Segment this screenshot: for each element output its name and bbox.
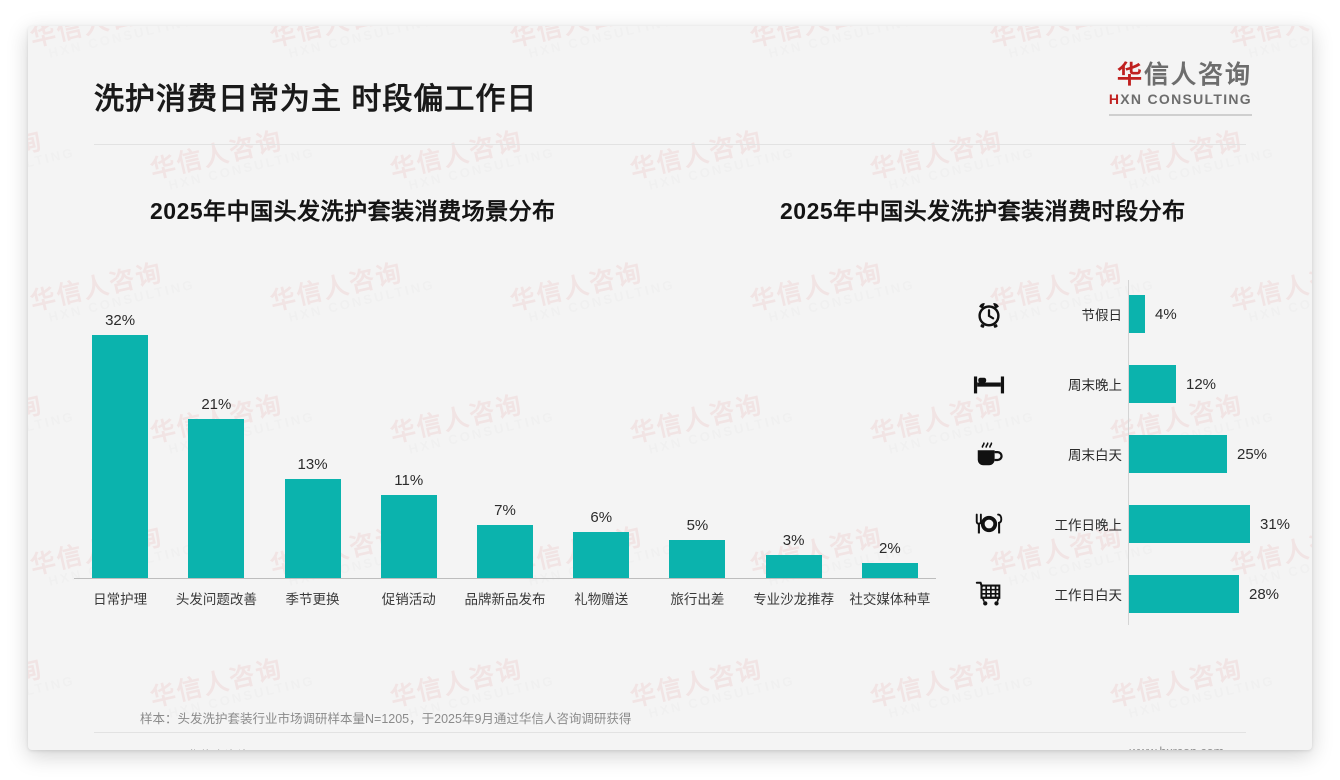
- bar-row[interactable]: 工作日白天 28%: [958, 566, 1288, 622]
- column-value-label: 3%: [782, 532, 805, 549]
- bar-track: 28%: [1129, 575, 1279, 613]
- bar-baseline-axis: [1128, 280, 1129, 625]
- left-chart-title: 2025年中国头发洗护套装消费场景分布: [150, 198, 556, 224]
- website-text: www.hxrcon.com: [1130, 745, 1224, 750]
- bar-value-label: 4%: [1155, 305, 1177, 323]
- bar-value-label: 25%: [1237, 445, 1268, 463]
- column-bar-item[interactable]: 7%: [457, 278, 553, 578]
- slide-canvas: 华信人咨询 HXN CONSULTING 华信人咨询 HXN CONSULTING华信…: [28, 26, 1312, 750]
- column-category-label: 旅行出差: [670, 592, 725, 607]
- bar-fill[interactable]: [1129, 505, 1250, 543]
- shopping-cart-icon: [972, 577, 1006, 611]
- column-value-label: 13%: [297, 456, 328, 473]
- time-slot-distribution-chart: 节假日 4% 周末晚上 12% 周末白天 25% 工作日晚上 31% 工作日白天 28%: [958, 278, 1290, 633]
- alarm-clock-icon: [972, 297, 1006, 331]
- copyright-text: ©2025.11 HXR华信人咨询: [104, 745, 250, 750]
- column-category-label: 礼物赠送: [574, 592, 629, 607]
- charts-area: 2025年中国头发洗护套装消费场景分布 2025年中国头发洗护套装消费时段分布 …: [28, 148, 1312, 668]
- column-bar[interactable]: [669, 540, 726, 578]
- column-bar[interactable]: [284, 479, 341, 578]
- bar-row[interactable]: 周末白天 25%: [958, 426, 1288, 482]
- column-bar-item[interactable]: 5%: [649, 278, 745, 578]
- bar-row[interactable]: 周末晚上 12%: [958, 356, 1288, 412]
- column-plot-area: 32% 21% 13% 11% 7% 6% 5% 3% 2%: [72, 278, 938, 578]
- column-category-label: 头发问题改善: [175, 592, 257, 607]
- column-bar-item[interactable]: 32%: [72, 278, 168, 578]
- column-value-label: 6%: [590, 509, 613, 526]
- column-bar-item[interactable]: 2%: [842, 278, 938, 578]
- bed-icon: [972, 367, 1006, 401]
- bar-track: 25%: [1129, 435, 1267, 473]
- column-category-label: 品牌新品发布: [464, 592, 546, 607]
- scene-distribution-chart: 32% 21% 13% 11% 7% 6% 5% 3% 2% 日常护理 头发问题改善 季节更换 促销活…: [58, 278, 948, 608]
- column-value-label: 21%: [201, 396, 232, 413]
- bar-value-label: 31%: [1260, 515, 1291, 533]
- bar-track: 4%: [1129, 295, 1177, 333]
- column-bar-item[interactable]: 13%: [264, 278, 360, 578]
- bar-row[interactable]: 工作日晚上 31%: [958, 496, 1290, 552]
- slide-header: 洗护消费日常为主 时段偏工作日 华信人咨询 HXN CONSULTING: [28, 26, 1312, 148]
- bar-fill[interactable]: [1129, 295, 1145, 333]
- logo-chinese: 华信人咨询: [1109, 62, 1252, 89]
- logo-english-highlight: H: [1108, 91, 1121, 107]
- header-divider: [94, 144, 1246, 145]
- bar-value-label: 28%: [1249, 585, 1280, 603]
- bar-fill[interactable]: [1129, 435, 1227, 473]
- sample-note: 样本：头发洗护套装行业市场调研样本量N=1205，于2025年9月通过华信人咨询…: [140, 712, 632, 726]
- logo-english-rest: XN CONSULTING: [1120, 91, 1252, 107]
- slide-footer: ©2025.11 HXR华信人咨询 www.hxrcon.com: [28, 733, 1312, 750]
- bar-track: 31%: [1129, 505, 1290, 543]
- coffee-mug-icon: [972, 437, 1006, 471]
- column-bar[interactable]: [861, 563, 918, 578]
- bar-category-label: 工作日白天: [1054, 588, 1123, 603]
- column-bar[interactable]: [380, 495, 437, 578]
- column-category-label: 季节更换: [285, 592, 340, 607]
- column-category-label: 日常护理: [93, 592, 148, 607]
- column-bar-item[interactable]: 11%: [361, 278, 457, 578]
- page-title: 洗护消费日常为主 时段偏工作日: [94, 83, 538, 116]
- column-value-label: 2%: [879, 540, 901, 557]
- right-chart-title: 2025年中国头发洗护套装消费时段分布: [780, 198, 1186, 224]
- column-value-label: 7%: [494, 502, 516, 519]
- column-category-label: 促销活动: [381, 592, 436, 607]
- column-category-label: 社交媒体种草: [849, 592, 931, 607]
- column-bar[interactable]: [92, 335, 149, 578]
- column-value-label: 32%: [105, 312, 136, 329]
- dinner-plate-icon: [972, 507, 1006, 541]
- column-bar-item[interactable]: 6%: [553, 278, 649, 578]
- bar-category-label: 工作日晚上: [1054, 518, 1123, 533]
- column-value-label: 11%: [394, 472, 424, 489]
- bar-track: 12%: [1129, 365, 1216, 403]
- logo-chinese-rest: 信人咨询: [1143, 61, 1252, 89]
- bar-fill[interactable]: [1129, 365, 1176, 403]
- column-bar[interactable]: [476, 525, 533, 578]
- logo-english: HXN CONSULTING: [1109, 91, 1252, 108]
- column-baseline-axis: [74, 578, 936, 579]
- bar-category-label: 节假日: [1081, 308, 1123, 323]
- bar-category-label: 周末白天: [1068, 448, 1122, 463]
- column-bar-item[interactable]: 21%: [168, 278, 264, 578]
- logo-chinese-highlight: 华: [1116, 61, 1144, 89]
- bar-row[interactable]: 节假日 4%: [958, 286, 1288, 342]
- column-category-label: 专业沙龙推荐: [753, 592, 835, 607]
- column-bar-item[interactable]: 3%: [746, 278, 842, 578]
- company-logo: 华信人咨询 HXN CONSULTING: [1108, 62, 1252, 116]
- column-value-label: 5%: [686, 517, 709, 534]
- column-bar[interactable]: [188, 419, 245, 578]
- column-category-labels: 日常护理 头发问题改善 季节更换 促销活动 品牌新品发布 礼物赠送 旅行出差 专业沙龙推荐 社交…: [72, 588, 938, 608]
- bar-category-label: 周末晚上: [1068, 378, 1122, 393]
- column-bar[interactable]: [765, 555, 822, 578]
- column-bar[interactable]: [573, 532, 630, 578]
- footer-divider: [94, 732, 1246, 733]
- bar-fill[interactable]: [1129, 575, 1239, 613]
- bar-value-label: 12%: [1186, 375, 1217, 393]
- logo-underline: [1108, 113, 1252, 116]
